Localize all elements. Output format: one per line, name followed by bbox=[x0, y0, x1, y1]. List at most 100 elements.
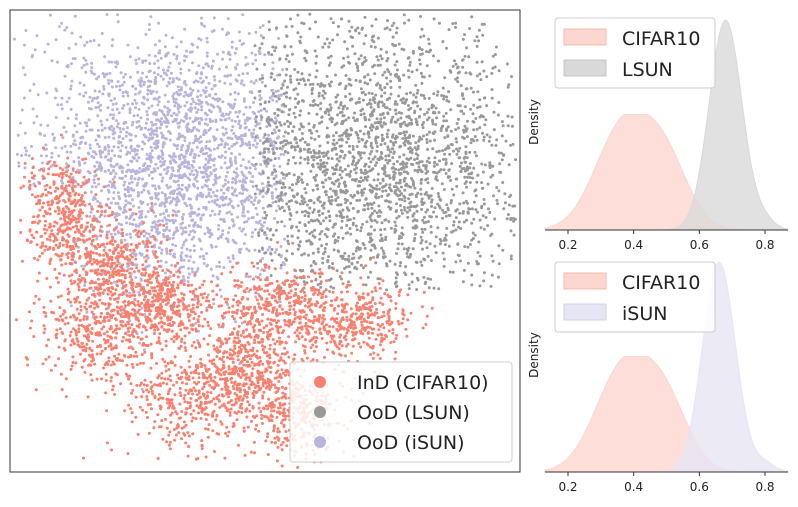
scatter-point-lsun bbox=[402, 13, 406, 17]
scatter-point-isun bbox=[119, 155, 122, 159]
scatter-point-lsun bbox=[375, 55, 379, 59]
scatter-point-lsun bbox=[355, 118, 359, 122]
scatter-point-lsun bbox=[407, 256, 411, 259]
scatter-point-lsun bbox=[445, 99, 449, 102]
scatter-point-lsun bbox=[505, 62, 509, 66]
scatter-point-isun bbox=[214, 118, 218, 122]
scatter-point-isun bbox=[231, 177, 235, 180]
scatter-point-isun bbox=[264, 233, 268, 237]
scatter-point-isun bbox=[33, 48, 37, 52]
scatter-point-lsun bbox=[336, 33, 339, 37]
scatter-point-lsun bbox=[397, 242, 401, 246]
scatter-point-lsun bbox=[485, 133, 489, 137]
scatter-point-isun bbox=[201, 213, 204, 217]
scatter-point-lsun bbox=[432, 210, 436, 214]
scatter-point-lsun bbox=[360, 138, 364, 141]
scatter-point-lsun bbox=[304, 83, 307, 87]
scatter-point-isun bbox=[185, 123, 189, 127]
scatter-point-ind bbox=[117, 251, 121, 255]
scatter-point-lsun bbox=[481, 186, 485, 190]
scatter-point-lsun bbox=[296, 13, 300, 17]
scatter-point-isun bbox=[204, 146, 208, 149]
scatter-point-ind bbox=[52, 239, 56, 243]
scatter-point-lsun bbox=[354, 177, 358, 181]
scatter-point-isun bbox=[236, 286, 240, 290]
scatter-point-lsun bbox=[506, 85, 510, 89]
scatter-point-isun bbox=[92, 181, 96, 185]
scatter-point-isun bbox=[121, 127, 125, 131]
scatter-point-lsun bbox=[351, 145, 355, 148]
scatter-point-isun bbox=[175, 203, 178, 206]
scatter-point-isun bbox=[46, 124, 50, 127]
scatter-point-lsun bbox=[334, 198, 338, 202]
scatter-point-isun bbox=[96, 114, 100, 118]
scatter-point-lsun bbox=[439, 129, 443, 133]
scatter-point-lsun bbox=[298, 138, 302, 142]
scatter-point-ind bbox=[92, 258, 96, 261]
scatter-point-lsun bbox=[341, 208, 345, 212]
scatter-point-lsun bbox=[284, 192, 288, 196]
scatter-point-isun bbox=[79, 217, 83, 221]
scatter-point-isun bbox=[219, 166, 223, 170]
scatter-point-ind bbox=[34, 195, 37, 199]
scatter-point-lsun bbox=[364, 197, 368, 201]
scatter-point-isun bbox=[50, 155, 54, 159]
scatter-point-ind bbox=[52, 248, 56, 251]
scatter-point-lsun bbox=[285, 139, 288, 143]
scatter-point-lsun bbox=[305, 203, 309, 207]
scatter-point-lsun bbox=[353, 52, 357, 56]
scatter-point-ind bbox=[36, 194, 40, 198]
scatter-point-lsun bbox=[415, 161, 419, 165]
scatter-point-lsun bbox=[287, 242, 291, 246]
scatter-point-isun bbox=[248, 105, 252, 109]
scatter-point-lsun bbox=[318, 121, 322, 125]
scatter-point-isun bbox=[25, 149, 28, 153]
scatter-point-ind bbox=[66, 220, 70, 224]
scatter-point-lsun bbox=[350, 178, 354, 182]
scatter-point-isun bbox=[271, 201, 275, 205]
scatter-point-lsun bbox=[483, 123, 487, 127]
scatter-point-lsun bbox=[375, 117, 379, 121]
scatter-point-isun bbox=[229, 73, 233, 77]
scatter-point-isun bbox=[35, 114, 39, 118]
scatter-point-lsun bbox=[347, 208, 351, 212]
scatter-point-lsun bbox=[286, 119, 289, 123]
scatter-point-isun bbox=[213, 201, 217, 205]
scatter-point-isun bbox=[124, 134, 128, 138]
scatter-point-lsun bbox=[344, 118, 348, 122]
scatter-point-lsun bbox=[462, 268, 466, 272]
scatter-point-lsun bbox=[407, 18, 411, 22]
scatter-point-lsun bbox=[468, 166, 472, 170]
scatter-point-lsun bbox=[300, 199, 304, 203]
scatter-point-isun bbox=[186, 276, 190, 280]
scatter-point-lsun bbox=[318, 144, 322, 148]
scatter-point-lsun bbox=[455, 184, 459, 188]
scatter-point-isun bbox=[89, 210, 93, 214]
scatter-point-lsun bbox=[269, 75, 273, 79]
scatter-point-lsun bbox=[372, 243, 376, 247]
scatter-point-isun bbox=[103, 75, 106, 79]
scatter-point-lsun bbox=[431, 120, 435, 123]
scatter-point-isun bbox=[240, 138, 244, 142]
scatter-point-isun bbox=[137, 57, 141, 61]
scatter-point-lsun bbox=[324, 111, 328, 115]
scatter-point-isun bbox=[216, 97, 220, 101]
scatter-point-lsun bbox=[259, 102, 263, 106]
scatter-point-ind bbox=[59, 172, 63, 175]
scatter-point-lsun bbox=[477, 28, 481, 32]
scatter-point-isun bbox=[187, 94, 190, 98]
scatter-point-isun bbox=[275, 136, 279, 140]
scatter-point-isun bbox=[226, 180, 230, 184]
scatter-point-isun bbox=[156, 59, 160, 63]
scatter-point-isun bbox=[200, 185, 204, 189]
scatter-point-isun bbox=[178, 191, 182, 194]
scatter-point-lsun bbox=[341, 107, 345, 111]
scatter-point-isun bbox=[94, 138, 98, 142]
scatter-point-lsun bbox=[432, 164, 436, 168]
scatter-point-isun bbox=[146, 88, 150, 92]
scatter-point-ind bbox=[42, 177, 45, 181]
scatter-point-isun bbox=[242, 214, 246, 218]
scatter-point-lsun bbox=[385, 59, 389, 63]
scatter-point-ind bbox=[48, 262, 52, 265]
scatter-point-isun bbox=[35, 34, 39, 38]
